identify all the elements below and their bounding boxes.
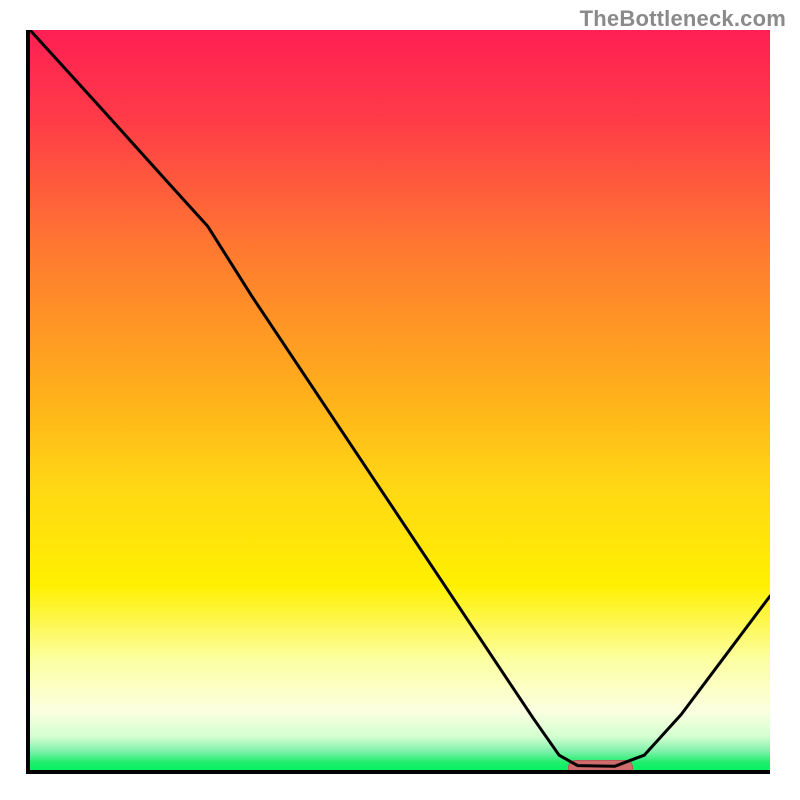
bottleneck-curve xyxy=(30,30,770,770)
plot-area xyxy=(30,30,770,770)
chart-frame: TheBottleneck.com xyxy=(0,0,800,800)
x-axis xyxy=(26,770,770,774)
watermark-label: TheBottleneck.com xyxy=(580,6,786,32)
y-axis xyxy=(26,30,30,774)
